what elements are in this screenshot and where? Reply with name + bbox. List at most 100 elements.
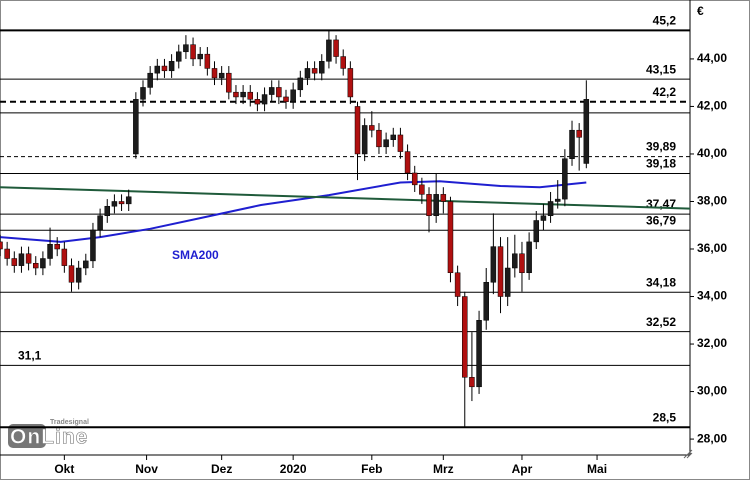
candle-body — [61, 248, 68, 266]
candle-body — [476, 320, 482, 388]
y-tick-label: 32,00 — [697, 336, 727, 350]
candle-body — [333, 39, 339, 57]
candle-body — [497, 246, 504, 297]
candle-body — [140, 87, 146, 100]
candle-body — [176, 51, 182, 62]
candle-body — [361, 125, 368, 155]
candle-body — [340, 56, 346, 69]
candle-body — [190, 44, 196, 60]
candle-body — [40, 258, 46, 269]
y-tick-label: 30,00 — [697, 384, 727, 398]
candle-body — [97, 215, 103, 231]
candle-body — [233, 91, 239, 98]
candle-body — [47, 244, 53, 259]
candle-body — [111, 201, 118, 207]
candle-body — [226, 72, 232, 93]
candle-body — [11, 258, 18, 266]
candle-body — [133, 99, 139, 155]
level-label: 37,47 — [646, 197, 676, 211]
candle-body — [347, 68, 354, 98]
logo-main: OnLine — [10, 426, 88, 449]
y-tick-label: 38,00 — [697, 194, 727, 208]
candle-body — [33, 263, 39, 269]
candle-body — [404, 151, 411, 174]
candle-body — [154, 65, 161, 74]
level-label: 39,18 — [646, 157, 676, 171]
candle-body — [562, 158, 568, 200]
candle-body — [18, 253, 25, 266]
logo-box — [8, 424, 46, 448]
candle-body — [583, 99, 590, 164]
candle-body — [0, 241, 3, 250]
y-tick-label: 42,00 — [697, 99, 727, 113]
candle-body — [247, 91, 254, 100]
indicator-label: SMA200 — [172, 248, 219, 262]
level-label: 42,2 — [653, 85, 677, 99]
candle-body — [526, 241, 532, 274]
y-tick-label: 40,00 — [697, 146, 727, 160]
corner-icon — [683, 449, 693, 459]
candle-body — [554, 198, 561, 202]
candle-body — [462, 296, 468, 378]
candle-body — [168, 61, 175, 72]
y-tick-label: 28,00 — [697, 431, 727, 445]
x-tick-label: Apr — [512, 462, 533, 476]
candle-body — [326, 39, 332, 62]
candle-body — [419, 184, 425, 195]
candle-body — [54, 244, 60, 250]
level-label: 31,1 — [18, 349, 42, 363]
candle-body — [276, 87, 282, 98]
candle-body — [390, 134, 397, 140]
candle-body — [426, 194, 432, 216]
candle-body — [440, 194, 447, 202]
indicator-line — [0, 186, 691, 210]
candle-body — [283, 96, 289, 102]
x-tick-label: 2020 — [280, 462, 307, 476]
level-label: 32,52 — [646, 315, 676, 329]
candle-body — [319, 61, 325, 74]
candle-body — [540, 215, 547, 221]
candle-body — [304, 68, 311, 79]
level-label: 39,89 — [646, 140, 676, 154]
candle-body — [297, 77, 304, 91]
candle-body — [483, 282, 489, 321]
candle-body — [354, 106, 361, 155]
candle-body — [4, 248, 10, 259]
candle-body — [533, 220, 540, 243]
candle-body — [411, 172, 418, 186]
candle-body — [218, 72, 225, 79]
candle-body — [83, 260, 89, 269]
candle-body — [547, 201, 554, 216]
candle-body — [68, 265, 75, 283]
candle-body — [469, 377, 475, 388]
candle-body — [254, 99, 261, 105]
x-tick-label: Mai — [587, 462, 607, 476]
y-tick-label: 36,00 — [697, 241, 727, 255]
candle-body — [569, 129, 575, 159]
candle-body — [454, 272, 461, 297]
candle-body — [290, 89, 296, 102]
candle-body — [197, 53, 203, 60]
candle-body — [211, 68, 218, 79]
candle-body — [576, 129, 582, 138]
logo: Tradesignal OnLine — [8, 419, 89, 449]
y-tick-label: 34,00 — [697, 289, 727, 303]
candle-body — [447, 201, 454, 274]
x-tick-label: Nov — [135, 462, 158, 476]
x-tick-label: Feb — [361, 462, 382, 476]
level-label: 36,79 — [646, 213, 676, 227]
candle-body — [376, 129, 382, 148]
x-tick-label: Dez — [211, 462, 232, 476]
candle-body — [125, 196, 132, 205]
level-label: 45,2 — [653, 14, 677, 28]
candle-body — [161, 65, 168, 72]
candle-body — [118, 201, 125, 205]
x-tick-label: Mrz — [433, 462, 454, 476]
candle-body — [183, 44, 189, 53]
candle-body — [369, 125, 375, 131]
candle-body — [75, 267, 82, 283]
candle-body — [519, 253, 525, 274]
candle-body — [147, 72, 153, 88]
